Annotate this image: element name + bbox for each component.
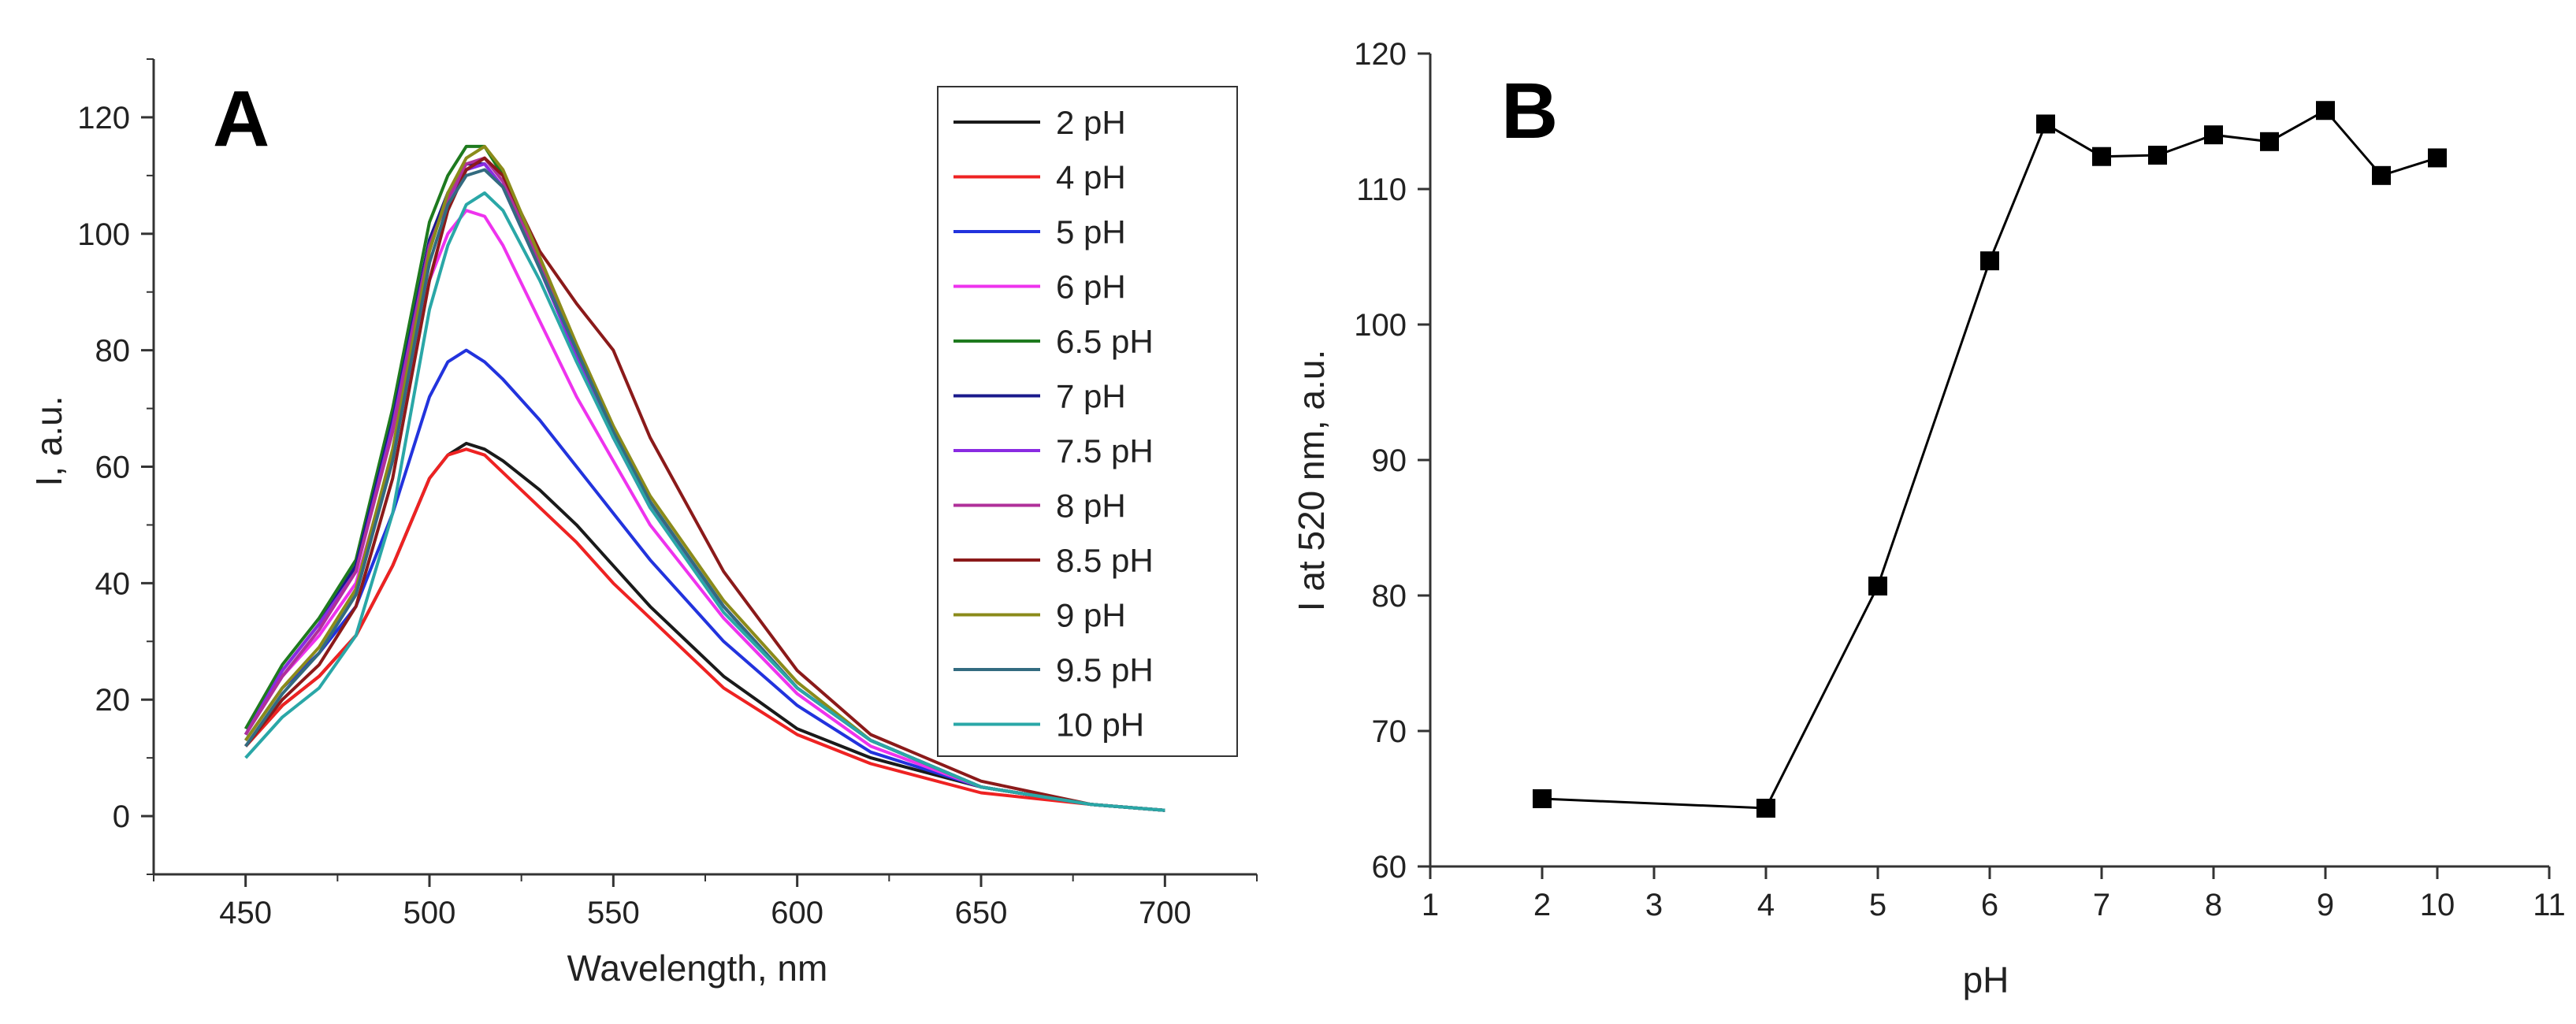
data-point-marker [2428, 148, 2447, 168]
data-point-marker [2148, 146, 2167, 165]
data-point-marker [2036, 114, 2055, 134]
legend-label: 4 pH [1056, 159, 1126, 196]
y-tick-label: 60 [95, 451, 131, 485]
data-point-marker [2316, 101, 2335, 121]
panel-b-label: B [1501, 67, 1558, 155]
legend-label: 9.5 pH [1056, 651, 1154, 688]
panel-a-legend: 2 pH 4 pH 5 pH 6 pH 6.5 pH 7 pH 7.5 pH 8 pH 8.5 … [937, 86, 1238, 757]
y-tick-label: 110 [1356, 173, 1407, 207]
x-tick-label: 9 [2317, 888, 2334, 922]
legend-label: 7 pH [1056, 378, 1126, 415]
panel-b-series-group [1533, 101, 2447, 818]
x-tick-label: 1 [1422, 888, 1439, 922]
x-tick-label: 450 [219, 896, 272, 930]
x-tick-label: 10 [2420, 888, 2455, 922]
panel-b-chart: 1 2 3 4 5 6 7 8 9 10 11 60 70 80 90 100 110 120 B pH I a… [1291, 37, 2566, 1000]
data-point-marker [2204, 125, 2223, 145]
data-point-marker [2092, 147, 2111, 166]
data-point-marker [1868, 576, 1887, 595]
panel-a-x-tick-labels: 450 500 550 600 650 700 [219, 896, 1191, 930]
data-point-marker [2260, 132, 2279, 151]
x-tick-label: 6 [1981, 888, 1998, 922]
panel-b-y-axis-title: I at 520 nm, a.u. [1291, 350, 1332, 611]
x-tick-label: 650 [955, 896, 1008, 930]
data-point-marker [1756, 799, 1775, 818]
y-tick-label: 80 [1372, 579, 1407, 614]
panel-a-y-tick-labels: 0 20 40 60 80 100 120 [77, 101, 130, 834]
panel-b-x-axis-title: pH [1963, 959, 2009, 1000]
x-tick-label: 550 [587, 896, 640, 930]
ph-series-line [1541, 109, 2438, 810]
x-tick-label: 5 [1869, 888, 1886, 922]
panel-b-ticks [1418, 52, 2551, 879]
legend-entries: 2 pH 4 pH 5 pH 6 pH 6.5 pH 7 pH 7.5 pH 8 pH 8.5 … [953, 104, 1154, 744]
legend-frame [937, 86, 1238, 757]
y-tick-label: 100 [77, 217, 130, 252]
data-point-marker [2372, 165, 2391, 185]
x-tick-label: 500 [403, 896, 456, 930]
panel-a-ticks [141, 58, 1258, 887]
panel-b-y-tick-labels: 60 70 80 90 100 110 120 [1354, 37, 1407, 885]
y-tick-label: 120 [1354, 37, 1407, 72]
legend-label: 8.5 pH [1056, 542, 1154, 579]
x-tick-label: 4 [1757, 888, 1775, 922]
y-tick-label: 0 [113, 800, 130, 834]
x-tick-label: 11 [2533, 888, 2566, 922]
data-point-marker [1533, 789, 1552, 808]
y-tick-label: 120 [77, 101, 130, 135]
x-tick-label: 8 [2205, 888, 2222, 922]
y-tick-label: 40 [95, 566, 131, 601]
x-tick-label: 700 [1139, 896, 1191, 930]
y-tick-label: 80 [95, 334, 131, 369]
y-tick-label: 60 [1372, 850, 1407, 885]
legend-label: 6 pH [1056, 269, 1126, 306]
x-tick-label: 3 [1645, 888, 1663, 922]
x-tick-label: 2 [1533, 888, 1551, 922]
legend-label: 8 pH [1056, 488, 1126, 525]
series-line-5-ph [244, 348, 1165, 812]
x-tick-label: 600 [771, 896, 823, 930]
panel-a-series-group [243, 144, 1165, 812]
series-line-10-ph [244, 191, 1165, 812]
series-line-4-ph [244, 447, 1165, 812]
legend-label: 2 pH [1056, 104, 1126, 141]
panel-a-y-axis-title: I, a.u. [28, 395, 69, 486]
y-tick-label: 20 [95, 683, 131, 718]
legend-label: 9 pH [1056, 597, 1126, 634]
legend-label: 5 pH [1056, 213, 1126, 250]
y-tick-label: 90 [1372, 443, 1407, 478]
legend-label: 7.5 pH [1056, 432, 1154, 469]
panel-b-x-tick-labels: 1 2 3 4 5 6 7 8 9 10 11 [1422, 888, 2566, 922]
y-tick-label: 70 [1372, 714, 1407, 749]
y-tick-label: 100 [1354, 308, 1407, 343]
panel-a-x-axis-title: Wavelength, nm [567, 948, 828, 989]
legend-label: 10 pH [1056, 707, 1144, 744]
data-point-marker [1980, 251, 1999, 271]
x-tick-label: 7 [2093, 888, 2110, 922]
panel-a-label: A [213, 75, 269, 163]
panel-a-chart: 450 500 550 600 650 700 0 20 40 60 80 100 120 A Wav… [28, 58, 1258, 989]
legend-label: 6.5 pH [1056, 323, 1154, 360]
